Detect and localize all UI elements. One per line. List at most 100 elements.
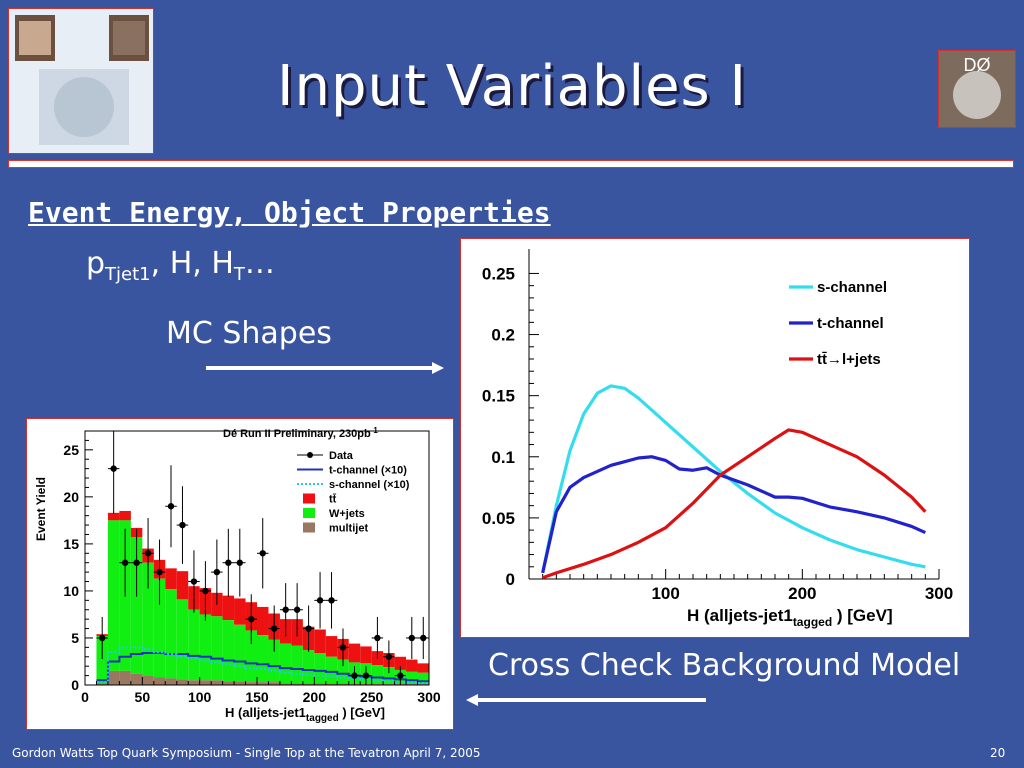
page-number: 20 xyxy=(990,746,1006,760)
histogram-y-axis-label: Event Yield xyxy=(34,477,48,541)
wjets-bar xyxy=(383,667,395,685)
data-point xyxy=(293,606,301,613)
wjets-bar xyxy=(245,630,257,683)
ttbar-bar xyxy=(348,643,361,663)
data-point xyxy=(110,465,117,472)
wjets-bar xyxy=(107,520,120,671)
mc-y-tick-label: 0 xyxy=(506,570,515,589)
ttbar-bar xyxy=(234,598,246,625)
histogram-legend-swatch xyxy=(307,452,313,458)
data-point xyxy=(133,559,140,566)
data-point xyxy=(305,625,312,632)
cross-check-label: Cross Check Background Model xyxy=(488,648,961,683)
multijet-bar xyxy=(337,683,349,685)
ttbar-bar xyxy=(406,659,418,672)
footer-text: Gordon Watts Top Quark Symposium - Singl… xyxy=(12,746,481,760)
histogram-legend-label: tt̄ xyxy=(329,494,337,506)
left-arrow-icon xyxy=(466,694,706,706)
histogram-x-tick-label: 200 xyxy=(303,689,327,705)
wjets-bar xyxy=(165,589,177,679)
wjets-bar xyxy=(314,653,326,684)
wjets-bar xyxy=(188,609,200,681)
data-point xyxy=(202,587,209,595)
ttbar-bar xyxy=(314,629,326,654)
data-point xyxy=(213,568,221,576)
histogram-legend-label: multijet xyxy=(329,523,368,535)
wjets-bar xyxy=(199,614,212,681)
wjets-bar xyxy=(371,665,384,685)
ttbar-bar xyxy=(176,571,189,600)
ttbar-bar xyxy=(417,663,429,673)
histogram-y-tick-label: 5 xyxy=(71,630,79,646)
multijet-bar xyxy=(268,682,280,685)
mc-series-line xyxy=(541,384,926,574)
wjets-bar xyxy=(222,620,235,682)
multijet-bar xyxy=(107,670,120,685)
logo-text: DØ xyxy=(964,55,991,75)
histogram-x-tick-label: 250 xyxy=(360,689,384,705)
mc-x-tick-label: 200 xyxy=(788,584,816,603)
data-point xyxy=(259,550,266,557)
mc-legend-label: t-channel xyxy=(817,315,884,332)
var-tail: … xyxy=(244,246,275,281)
histogram-y-tick-label: 20 xyxy=(63,489,79,505)
multijet-bar xyxy=(130,673,143,685)
data-point xyxy=(282,606,289,613)
ttbar-bar xyxy=(107,512,120,521)
ttbar-bar xyxy=(222,595,235,621)
multijet-bar xyxy=(199,680,212,685)
mc-y-tick-label: 0.1 xyxy=(491,448,515,467)
mc-series-line xyxy=(542,428,927,580)
multijet-bar xyxy=(176,679,189,685)
wjets-bar xyxy=(417,672,429,685)
wjets-bar xyxy=(130,537,143,674)
data-point xyxy=(385,653,393,660)
multijet-bar xyxy=(211,680,223,685)
data-point xyxy=(144,550,152,557)
mc-series-line xyxy=(541,455,926,574)
data-point xyxy=(397,672,404,679)
multijet-bar xyxy=(96,683,108,685)
data-point xyxy=(167,503,175,510)
data-point xyxy=(99,634,106,642)
multijet-bar xyxy=(188,680,200,685)
histogram-x-tick-label: 300 xyxy=(417,689,441,705)
title-rule xyxy=(8,160,1014,168)
histogram-x-tick-label: 100 xyxy=(188,689,212,705)
mc-y-tick-label: 0.05 xyxy=(482,509,515,528)
var-p-sub: Tjet1 xyxy=(105,264,151,285)
wjets-bar xyxy=(268,639,280,683)
var-rest: , H, H xyxy=(150,246,234,281)
right-arrow-icon xyxy=(206,362,444,374)
multijet-bar xyxy=(153,677,166,685)
multijet-bar xyxy=(314,683,326,685)
wjets-bar xyxy=(337,659,349,684)
data-point xyxy=(179,521,186,529)
data-point xyxy=(225,559,232,566)
mc-legend-label: tt̄→l+jets xyxy=(817,351,881,368)
multijet-bar xyxy=(291,683,303,685)
histogram-legend-swatch xyxy=(303,522,315,533)
wjets-bar xyxy=(142,562,154,676)
data-histogram-panel: 0 50 100 150 200 250 300 0 5 10 15 20 25 Data t-chann… xyxy=(26,418,454,730)
mc-legend-label: s-channel xyxy=(817,279,887,296)
experiment-logo-image xyxy=(8,8,154,154)
wjets-bar xyxy=(291,645,303,684)
mc-y-tick-label: 0.2 xyxy=(491,326,515,345)
data-point xyxy=(156,568,163,576)
mc-x-tick-label: 300 xyxy=(925,584,953,603)
mc-y-tick-label: 0.15 xyxy=(482,387,515,406)
data-point xyxy=(420,634,427,642)
histogram-legend-swatch xyxy=(303,493,315,504)
wjets-bar xyxy=(96,636,108,684)
wjets-bar xyxy=(325,656,338,684)
data-point xyxy=(374,634,381,642)
wjets-bar xyxy=(302,650,315,684)
s-channel-line xyxy=(96,646,429,685)
multijet-bar xyxy=(302,683,315,685)
data-point xyxy=(236,559,243,566)
mc-x-tick-label: 100 xyxy=(651,584,679,603)
mc-x-axis-label: H (alljets-jet1tagged ) [GeV] xyxy=(687,606,893,629)
ttbar-bar xyxy=(360,646,372,664)
multijet-bar xyxy=(257,682,269,685)
